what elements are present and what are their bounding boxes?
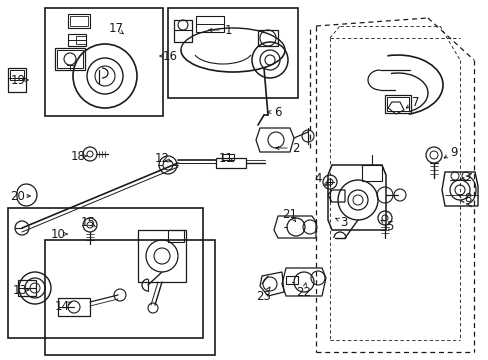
Text: 22: 22	[296, 285, 311, 298]
Bar	[258, 30, 278, 46]
Bar	[216, 158, 245, 168]
Text: 5: 5	[386, 220, 393, 233]
Text: 15: 15	[81, 216, 95, 229]
Bar	[168, 230, 183, 242]
Bar	[138, 230, 185, 282]
Bar	[68, 34, 86, 46]
Text: 11: 11	[218, 152, 233, 165]
Bar	[76, 36, 86, 44]
Bar	[8, 68, 26, 92]
Text: 7: 7	[411, 95, 419, 108]
Bar	[196, 16, 224, 32]
Bar	[386, 97, 408, 111]
Bar	[10, 70, 24, 80]
Text: 8: 8	[464, 192, 471, 204]
Bar	[174, 20, 192, 42]
Bar	[384, 95, 410, 113]
Text: 9: 9	[449, 145, 457, 158]
Text: 19: 19	[10, 73, 25, 86]
Text: 23: 23	[256, 289, 271, 302]
Text: 13: 13	[13, 284, 27, 297]
Bar	[222, 154, 234, 160]
Bar	[70, 16, 88, 26]
Bar	[285, 276, 297, 284]
Bar	[58, 298, 90, 316]
Text: 6: 6	[274, 105, 281, 118]
Bar	[45, 240, 215, 355]
Bar	[168, 8, 297, 98]
Text: 2: 2	[292, 141, 299, 154]
Text: 21: 21	[282, 207, 297, 220]
Text: 10: 10	[50, 228, 65, 240]
Text: 14: 14	[54, 300, 69, 312]
Bar	[57, 50, 83, 68]
Bar	[361, 165, 381, 181]
Text: 18: 18	[70, 149, 85, 162]
Text: 4: 4	[314, 171, 321, 184]
Text: 3: 3	[340, 216, 347, 229]
Bar	[18, 280, 36, 296]
Text: 12: 12	[154, 152, 169, 165]
Text: 20: 20	[11, 189, 25, 202]
Bar	[45, 8, 163, 116]
Bar	[8, 208, 203, 338]
Bar	[68, 14, 90, 28]
Text: 17: 17	[108, 22, 123, 35]
Text: 1: 1	[224, 23, 231, 36]
Text: 16: 16	[162, 49, 177, 63]
Bar	[55, 48, 85, 70]
